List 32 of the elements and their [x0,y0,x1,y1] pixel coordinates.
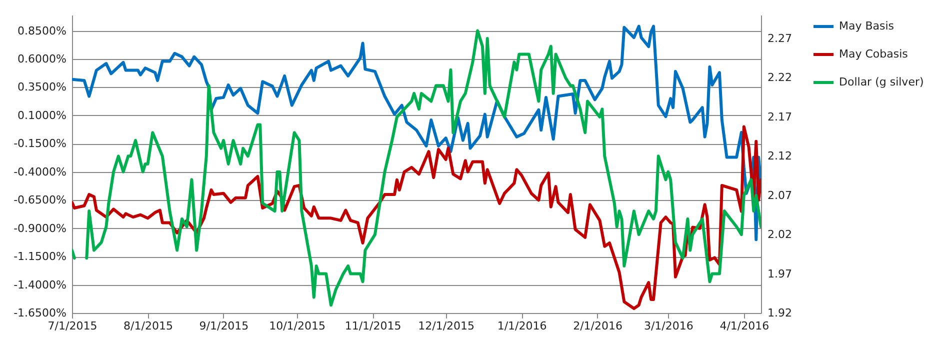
y2-tick-label: 2.02 [768,228,792,242]
y-tick-label: -0.9000% [14,222,66,235]
legend-label: May Basis [839,20,894,32]
y-tick-label: 0.6000% [18,52,66,66]
y2-tick-label: 2.22 [768,71,792,84]
y-tick-label: -0.6500% [14,194,66,207]
y-tick-label: 0.8500% [18,24,66,38]
y-tick-label: -0.1500% [14,137,66,150]
y-tick-label: -0.4000% [14,165,66,178]
x-tick-label: 12/1/2015 [418,320,475,332]
legend-label: Dollar (g silver) [839,76,924,88]
y-tick-label: -1.1500% [14,250,66,264]
y2-tick-label: 2.07 [768,188,792,202]
y2-tick-label: 2.17 [768,110,792,124]
y2-tick-label: 1.97 [768,267,792,280]
y2-tick-label: 2.12 [768,150,792,163]
x-tick-label: 3/1/2016 [644,320,694,332]
y2-tick-label: 2.27 [768,32,792,46]
x-tick-label: 1/1/2016 [497,320,547,332]
y2-tick-label: 1.92 [768,306,792,320]
x-tick-label: 8/1/2015 [124,320,173,332]
y-tick-label: 0.1000% [18,108,66,122]
y-tick-label: -1.6500% [14,306,66,320]
y-tick-label: 0.3500% [18,80,66,94]
y-tick-label: -1.4000% [14,278,66,292]
x-tick-label: 7/1/2015 [48,320,98,332]
x-tick-label: 9/1/2015 [199,320,249,332]
x-tick-label: 4/1/2016 [720,320,770,332]
x-tick-label: 2/1/2016 [573,320,623,332]
x-tick-label: 11/1/2015 [344,320,402,332]
x-tick-label: 10/1/2015 [269,320,326,332]
legend-label: May Cobasis [839,48,908,60]
